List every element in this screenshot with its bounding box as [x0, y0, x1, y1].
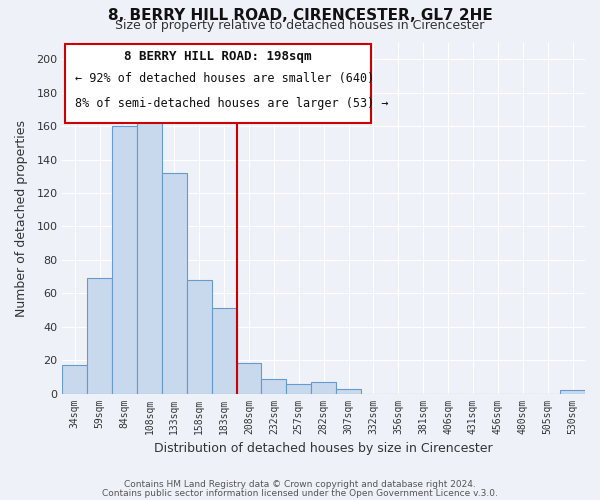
- Bar: [336, 388, 361, 394]
- Bar: [560, 390, 585, 394]
- Text: Contains public sector information licensed under the Open Government Licence v.: Contains public sector information licen…: [102, 488, 498, 498]
- Bar: [87, 278, 112, 394]
- Bar: [112, 126, 137, 394]
- Text: ← 92% of detached houses are smaller (640): ← 92% of detached houses are smaller (64…: [76, 72, 374, 86]
- Bar: [212, 308, 236, 394]
- Bar: [286, 384, 311, 394]
- Text: 8% of semi-detached houses are larger (53) →: 8% of semi-detached houses are larger (5…: [76, 97, 389, 110]
- Text: 8 BERRY HILL ROAD: 198sqm: 8 BERRY HILL ROAD: 198sqm: [124, 50, 311, 62]
- Text: 8, BERRY HILL ROAD, CIRENCESTER, GL7 2HE: 8, BERRY HILL ROAD, CIRENCESTER, GL7 2HE: [107, 8, 493, 22]
- Bar: [187, 280, 212, 394]
- X-axis label: Distribution of detached houses by size in Cirencester: Distribution of detached houses by size …: [154, 442, 493, 455]
- Bar: [311, 382, 336, 394]
- Bar: [137, 121, 162, 394]
- Bar: [262, 378, 286, 394]
- FancyBboxPatch shape: [65, 44, 371, 123]
- Bar: [162, 173, 187, 394]
- Text: Size of property relative to detached houses in Cirencester: Size of property relative to detached ho…: [115, 19, 485, 32]
- Bar: [236, 364, 262, 394]
- Text: Contains HM Land Registry data © Crown copyright and database right 2024.: Contains HM Land Registry data © Crown c…: [124, 480, 476, 489]
- Y-axis label: Number of detached properties: Number of detached properties: [15, 120, 28, 316]
- Bar: [62, 365, 87, 394]
